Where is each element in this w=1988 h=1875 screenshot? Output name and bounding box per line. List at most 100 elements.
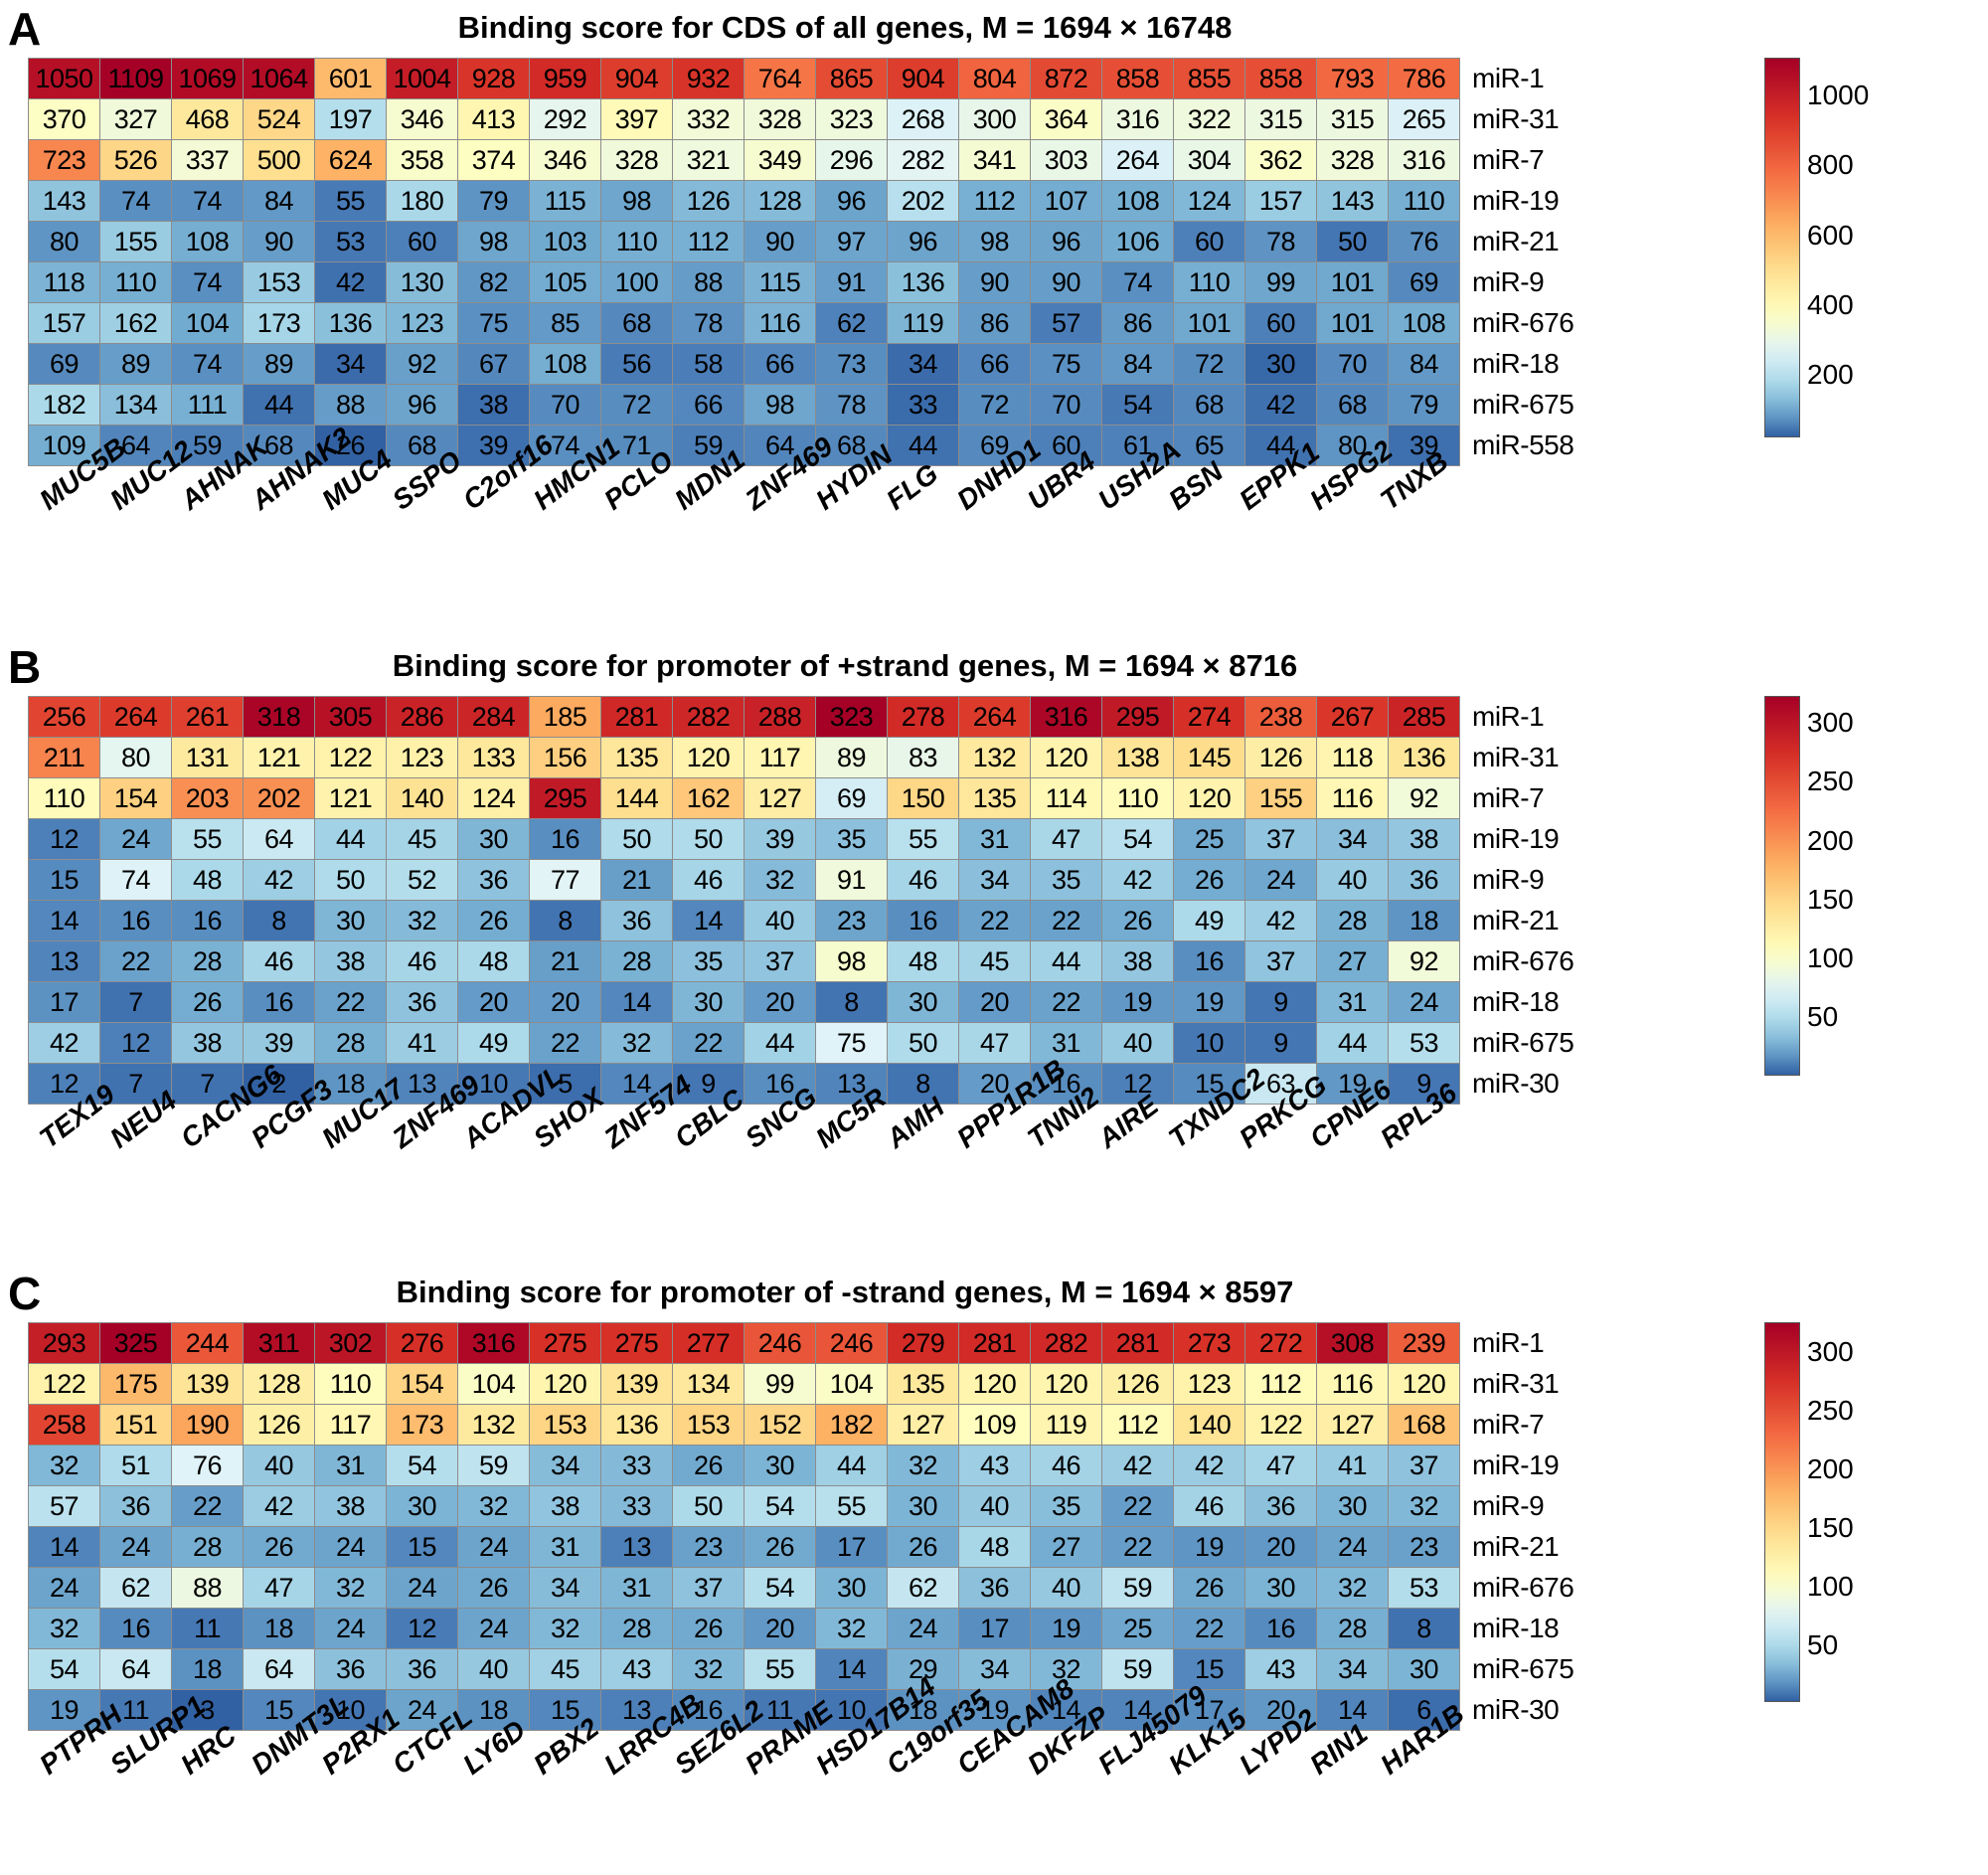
heatmap-cell: 143 — [28, 180, 100, 222]
heatmap-cell: 31 — [1316, 981, 1389, 1023]
heatmap-cell: 44 — [314, 818, 387, 860]
heatmap-cell: 118 — [28, 261, 100, 303]
heatmap-cell: 11 — [171, 1608, 244, 1649]
heatmap-cell: 39 — [457, 425, 530, 466]
heatmap-cell: 103 — [529, 221, 601, 262]
heatmap-cell: 10 — [457, 1063, 530, 1105]
heatmap-cell: 764 — [744, 58, 816, 99]
colorbar-tick-label: 400 — [1807, 288, 1854, 320]
heatmap-cell: 33 — [600, 1445, 673, 1486]
heatmap-cell: 154 — [386, 1363, 458, 1405]
heatmap-cell: 162 — [99, 302, 172, 344]
heatmap-cell: 59 — [171, 425, 244, 466]
heatmap-cell: 37 — [744, 940, 816, 982]
heatmap-cell: 526 — [99, 139, 172, 181]
heatmap-cell: 36 — [1244, 1485, 1317, 1527]
heatmap-cell: 101 — [1316, 302, 1389, 344]
heatmap-cell: 346 — [529, 139, 601, 181]
heatmap-cell: 288 — [744, 696, 816, 738]
heatmap-cell: 112 — [958, 180, 1031, 222]
heatmap-cell: 128 — [243, 1363, 315, 1405]
heatmap-cell: 18 — [887, 1689, 959, 1731]
heatmap-cell: 83 — [887, 737, 959, 778]
heatmap-cell: 30 — [815, 1567, 888, 1609]
heatmap-cell: 68 — [1173, 384, 1245, 426]
heatmap-cell: 47 — [958, 1022, 1031, 1064]
heatmap-cell: 15 — [243, 1689, 315, 1731]
heatmap-cell: 145 — [1173, 737, 1245, 778]
heatmap-cell: 99 — [744, 1363, 816, 1405]
heatmap-cell: 18 — [171, 1648, 244, 1690]
heatmap-cell: 55 — [887, 818, 959, 860]
heatmap-cell: 110 — [99, 261, 172, 303]
heatmap-cell: 19 — [1173, 981, 1245, 1023]
heatmap-cell: 34 — [1316, 818, 1389, 860]
heatmap-row: 370 327 468 524 197 346 413 292 397 332 328 323 268 3… — [28, 98, 1574, 140]
heatmap-cell: 76 — [1388, 221, 1460, 262]
heatmap-cell: 79 — [457, 180, 530, 222]
heatmap-cell: 24 — [386, 1689, 458, 1731]
heatmap-cell: 265 — [1388, 98, 1460, 140]
heatmap-cell: 872 — [1030, 58, 1102, 99]
heatmap-cell: 315 — [1316, 98, 1389, 140]
heatmap-cell: 8 — [529, 900, 601, 941]
heatmap-cell: 322 — [1173, 98, 1245, 140]
heatmap-cell: 98 — [600, 180, 673, 222]
heatmap-cell: 45 — [529, 1648, 601, 1690]
heatmap-cell: 135 — [600, 737, 673, 778]
heatmap-cell: 26 — [887, 1526, 959, 1568]
panel-a-letter: A — [8, 3, 42, 55]
heatmap-cell: 139 — [171, 1363, 244, 1405]
heatmap-cell: 8 — [1388, 1608, 1460, 1649]
heatmap-cell: 106 — [1101, 221, 1174, 262]
heatmap-cell: 26 — [1173, 1567, 1245, 1609]
heatmap-cell: 78 — [1244, 221, 1317, 262]
heatmap-cell: 238 — [1244, 696, 1317, 738]
heatmap-cell: 18 — [243, 1608, 315, 1649]
heatmap-cell: 18 — [1388, 900, 1460, 941]
heatmap-cell: 38 — [457, 384, 530, 426]
heatmap-cell: 43 — [958, 1445, 1031, 1486]
heatmap-row: 118 110 74 153 42 130 82 105 100 88 115 91 136 90 90 74… — [28, 261, 1574, 303]
heatmap-cell: 46 — [887, 859, 959, 901]
heatmap-cell: 60 — [386, 221, 458, 262]
heatmap-cell: 7 — [171, 1063, 244, 1105]
heatmap-cell: 32 — [1316, 1567, 1389, 1609]
heatmap-cell: 72 — [958, 384, 1031, 426]
heatmap-cell: 14 — [600, 981, 673, 1023]
heatmap-cell: 22 — [99, 940, 172, 982]
heatmap-cell: 31 — [1030, 1022, 1102, 1064]
heatmap-cell: 1069 — [171, 58, 244, 99]
heatmap-row: 182 134 111 44 88 96 38 70 72 66 98 78 33 72 70 54 68 42 6… — [28, 384, 1574, 426]
heatmap-cell: 54 — [744, 1567, 816, 1609]
heatmap-cell: 153 — [672, 1404, 745, 1446]
heatmap-cell: 14 — [815, 1648, 888, 1690]
heatmap-cell: 115 — [744, 261, 816, 303]
heatmap-cell: 279 — [887, 1322, 959, 1364]
heatmap-cell: 32 — [1030, 1648, 1102, 1690]
heatmap-cell: 32 — [1388, 1485, 1460, 1527]
heatmap-cell: 70 — [529, 384, 601, 426]
heatmap-cell: 30 — [744, 1445, 816, 1486]
heatmap-cell: 41 — [1316, 1445, 1389, 1486]
heatmap-cell: 139 — [600, 1363, 673, 1405]
colorbar-tick-label: 600 — [1807, 219, 1854, 251]
heatmap-cell: 121 — [243, 737, 315, 778]
heatmap-cell: 261 — [171, 696, 244, 738]
heatmap-cell: 66 — [958, 343, 1031, 385]
heatmap-row: 19 11 3 15 10 24 18 15 13 16 11 10 18 19 14 14 17 20 14 6 mi… — [28, 1689, 1574, 1731]
heatmap-cell: 144 — [600, 777, 673, 819]
heatmap-cell: 134 — [672, 1363, 745, 1405]
heatmap-cell: 35 — [1030, 859, 1102, 901]
heatmap-cell: 80 — [28, 221, 100, 262]
heatmap-cell: 43 — [600, 1648, 673, 1690]
heatmap-cell: 40 — [744, 900, 816, 941]
heatmap-cell: 96 — [1030, 221, 1102, 262]
heatmap-cell: 14 — [672, 900, 745, 941]
heatmap-cell: 98 — [457, 221, 530, 262]
heatmap-cell: 264 — [1101, 139, 1174, 181]
heatmap-cell: 302 — [314, 1322, 387, 1364]
heatmap-cell: 86 — [1101, 302, 1174, 344]
heatmap-row: 1050 1109 1069 1064 601 1004 928 959 904 932 764 86… — [28, 58, 1574, 99]
